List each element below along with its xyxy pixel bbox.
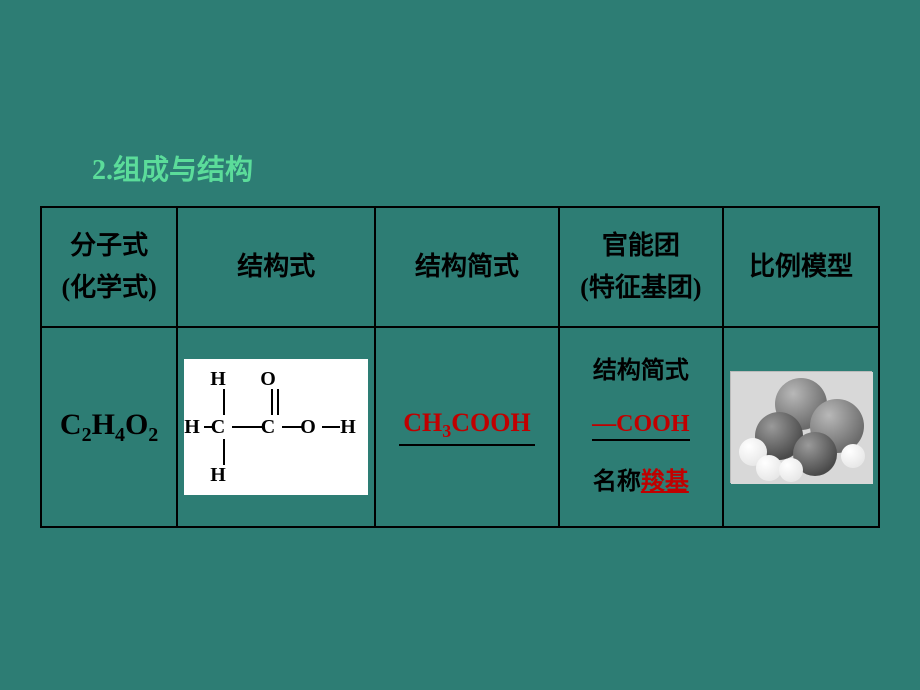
svg-text:H: H — [210, 368, 226, 390]
fg-label-name: 名称 — [593, 469, 641, 495]
fg-name: 羧基 — [641, 469, 689, 495]
header-molecular-formula: 分子式 (化学式) — [41, 207, 177, 327]
fg-label-struct: 结构简式 — [566, 345, 716, 398]
svg-text:O: O — [300, 416, 316, 438]
space-filling-model — [730, 371, 872, 483]
svg-text:O: O — [260, 368, 276, 390]
molecular-formula: C2H4O2 — [60, 408, 158, 441]
cell-structural: HHCHCOOH — [177, 327, 375, 527]
header-functional-group: 官能团 (特征基团) — [559, 207, 723, 327]
header-condensed: 结构简式 — [375, 207, 558, 327]
structural-formula-diagram: HHCHCOOH — [184, 359, 368, 495]
cell-model — [723, 327, 879, 527]
cell-condensed: CH3COOH — [375, 327, 558, 527]
cell-functional-group: 结构简式 —COOH 名称羧基 — [559, 327, 723, 527]
fg-formula: —COOH — [592, 411, 689, 441]
header-structural: 结构式 — [177, 207, 375, 327]
svg-text:H: H — [210, 464, 226, 486]
composition-table: 分子式 (化学式) 结构式 结构简式 官能团 (特征基团) 比例模型 C2H4O… — [40, 206, 880, 528]
header-model: 比例模型 — [723, 207, 879, 327]
svg-text:C: C — [211, 416, 225, 438]
header-c3b: (特征基团) — [580, 273, 701, 302]
functional-group-block: 结构简式 —COOH 名称羧基 — [566, 345, 716, 509]
svg-text:H: H — [184, 416, 200, 438]
svg-text:H: H — [340, 416, 356, 438]
section-heading: 2.组成与结构 — [92, 148, 253, 188]
fg-name-line: 名称羧基 — [566, 456, 716, 509]
model-svg — [731, 372, 873, 484]
table-row: C2H4O2 HHCHCOOH CH3COOH 结构简式 —COOH 名称羧基 — [41, 327, 879, 527]
structural-svg: HHCHCOOH — [184, 359, 368, 495]
header-c0a: 分子式 — [70, 231, 148, 260]
condensed-formula: CH3COOH — [399, 408, 534, 446]
header-c0b: (化学式) — [61, 273, 156, 302]
cell-molecular-formula: C2H4O2 — [41, 327, 177, 527]
svg-text:C: C — [261, 416, 275, 438]
header-c3a: 官能团 — [602, 231, 680, 260]
